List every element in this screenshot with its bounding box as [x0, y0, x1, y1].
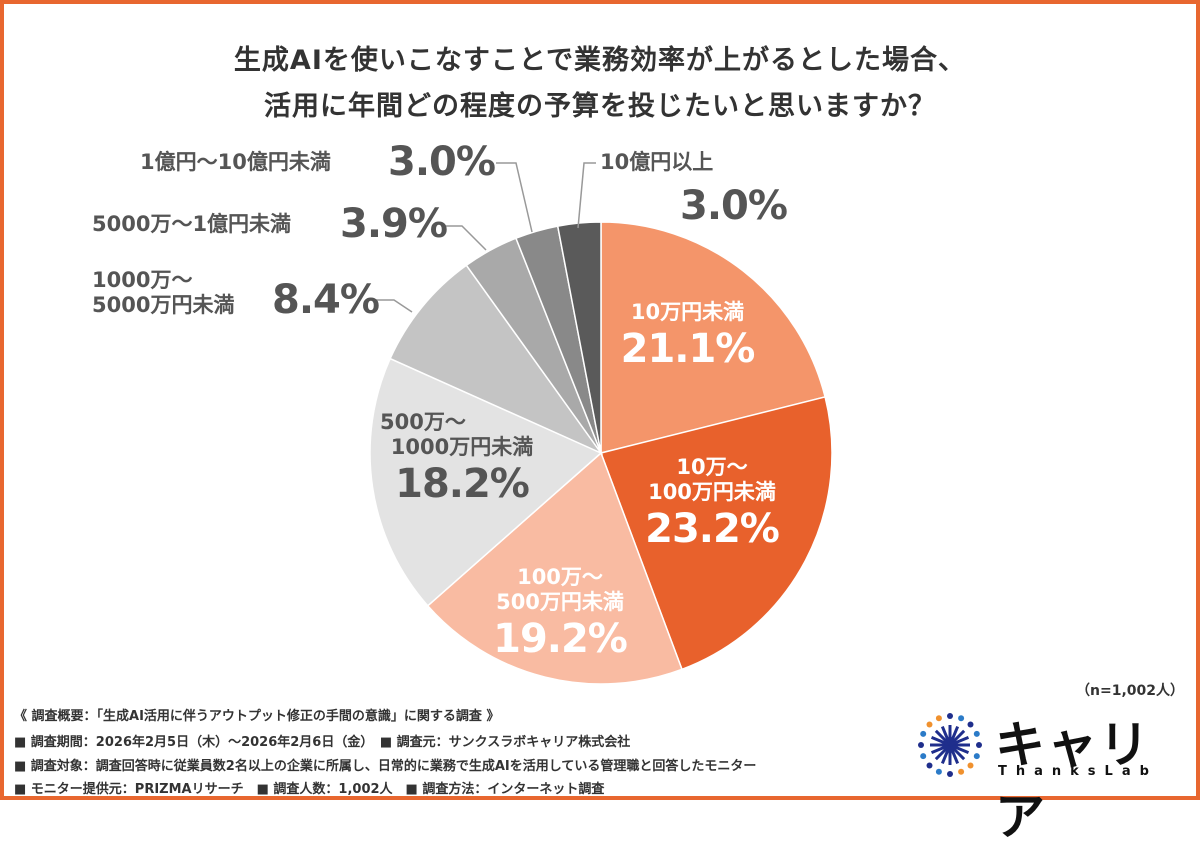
leader-line-s4	[376, 299, 413, 313]
slice-value: 19.2%	[493, 616, 628, 663]
slice-value: 23.2%	[645, 506, 780, 553]
pie-slice-2	[426, 451, 683, 685]
label-s7: 10億円以上	[600, 150, 714, 174]
leader-line-s6	[496, 162, 533, 233]
slice-label: 100万円未満	[648, 480, 776, 505]
slice-label: 5000万円未満	[92, 293, 235, 318]
slice-label: 500万円未満	[496, 590, 624, 615]
sample-size: （n=1,002人）	[1076, 683, 1184, 699]
pie-slice-0	[600, 221, 827, 454]
pie-slice-1	[600, 396, 833, 671]
value-s6: 3.0%	[388, 139, 496, 185]
footer-line-2: ■ 調査期間：2026年2月5日（木）～2026年2月6日（金） ■ 調査元：サ…	[14, 735, 631, 750]
slice-label: 10万～	[676, 455, 748, 479]
slice-value: 18.2%	[395, 461, 530, 508]
label-s4: 1000万～ 5000万円未満	[92, 268, 234, 318]
chart-title-line1: 生成AIを使いこなすことで業務効率が上がるとした場合、	[233, 45, 967, 76]
leader-line-s5	[446, 225, 487, 251]
pie-slice-3	[369, 357, 603, 607]
pie-slice-7	[556, 221, 602, 454]
slice-label: 1000万～	[92, 268, 193, 292]
leader-line-s7	[577, 162, 596, 229]
logo-burst-icon	[918, 713, 982, 777]
slice-label: 500万～	[380, 410, 466, 434]
label-s0: 10万円未満 21.1%	[600, 300, 775, 373]
value-s4: 8.4%	[272, 277, 380, 323]
frame-border	[0, 0, 1200, 800]
value-s7: 3.0%	[680, 183, 788, 229]
label-s6: 1億円～10億円未満	[140, 150, 331, 174]
label-s5: 5000万～1億円未満	[92, 212, 292, 236]
footer-line-1: 《 調査概要：「生成AI活用に伴うアウトプット修正の手間の意識」に関する調査 》	[14, 709, 500, 724]
footer-line-4: ■ モニター提供元：PRIZMAリサーチ ■ 調査人数：1,002人 ■ 調査方…	[14, 782, 605, 797]
pie-chart	[369, 162, 833, 685]
pie-slice-4	[389, 264, 604, 455]
slice-label: 100万～	[517, 565, 603, 589]
label-s3: 500万～ 1000万円未満 18.2%	[372, 410, 552, 508]
slice-label: 10万円未満	[630, 300, 745, 324]
slice-label: 1000万円未満	[390, 435, 534, 460]
footer-line-3: ■ 調査対象：調査回答時に従業員数2名以上の企業に所属し、日常的に業務で生成AI…	[14, 759, 757, 774]
logo-sub: ThanksLab	[998, 764, 1158, 779]
value-s5: 3.9%	[340, 201, 448, 247]
label-s2: 100万～ 500万円未満 19.2%	[470, 565, 650, 663]
label-s1: 10万～ 100万円未満 23.2%	[622, 455, 802, 553]
chart-title-line2: 活用に年間どの程度の予算を投じたいと思いますか？	[264, 91, 936, 122]
slice-value: 21.1%	[620, 326, 756, 373]
